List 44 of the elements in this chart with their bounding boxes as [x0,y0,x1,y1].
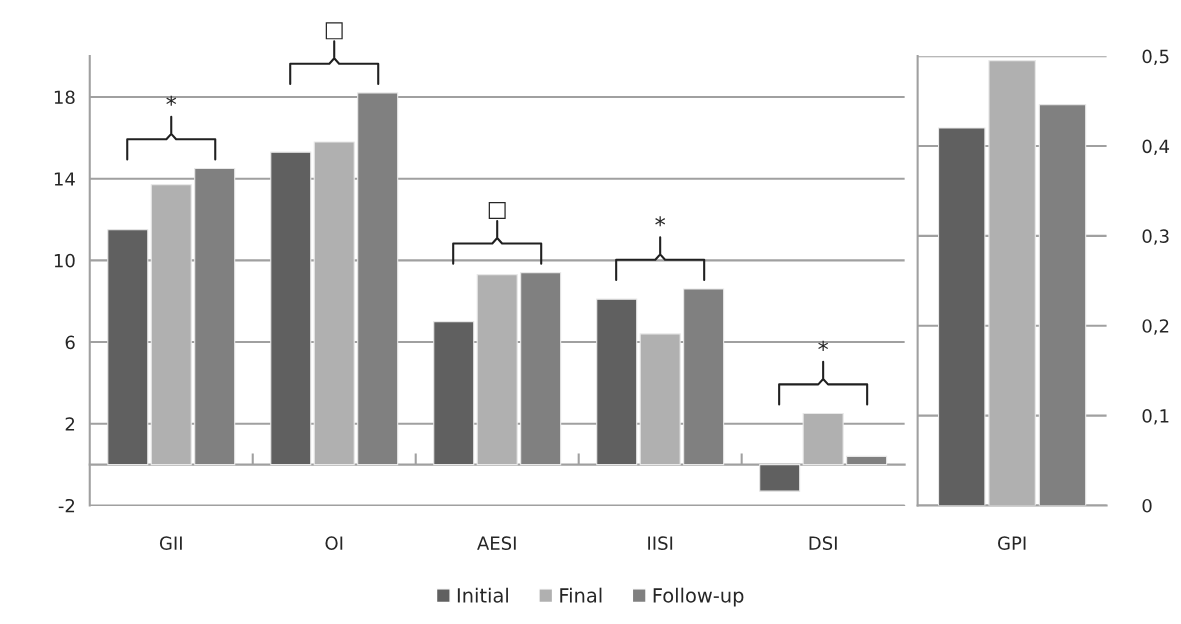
bar [1038,104,1087,506]
bar [988,60,1036,506]
annotation: * [818,340,829,351]
y-tick-label: 0 [1142,498,1152,513]
bar [476,274,518,466]
x-tick-label: DSI [809,536,837,550]
bar [846,455,888,466]
annotation: * [166,95,177,106]
legend-label: Final [560,587,602,603]
y-tick-label: 0,1 [1142,409,1169,425]
y-tick-label: 6 [65,335,75,350]
bar [194,167,236,466]
x-tick-label: AESI [477,536,516,550]
bar [683,288,725,466]
y-tick-label: 0,4 [1142,139,1170,155]
y-tick-label: 0,3 [1142,229,1169,245]
legend-label: Initial [457,587,508,603]
y-tick-label: 0,2 [1142,319,1169,335]
bar [937,127,986,506]
x-tick-label: GPI [998,536,1026,550]
bar [107,229,149,466]
bar [150,184,192,466]
bar [639,333,681,466]
x-tick-label: OI [325,536,343,550]
bar [759,464,801,492]
bar [520,272,562,466]
y-tick-label: 18 [54,90,75,105]
y-tick-label: 2 [65,417,75,431]
y-tick-label: 10 [54,253,75,268]
legend-label: Follow-up [653,587,744,607]
annotation: □ [488,202,506,220]
x-tick-label: GII [159,536,182,550]
y-tick-label: 14 [54,172,75,186]
bar [270,151,312,466]
x-tick-label: IISI [648,536,673,550]
bar [433,321,475,466]
bar [802,412,844,466]
bar [596,298,638,466]
y-tick-label: 0,5 [1142,49,1169,66]
annotation: * [655,216,666,227]
y-tick-label: -2 [58,498,75,513]
bar [313,141,355,466]
bar [357,92,399,466]
text: □ [325,22,343,40]
